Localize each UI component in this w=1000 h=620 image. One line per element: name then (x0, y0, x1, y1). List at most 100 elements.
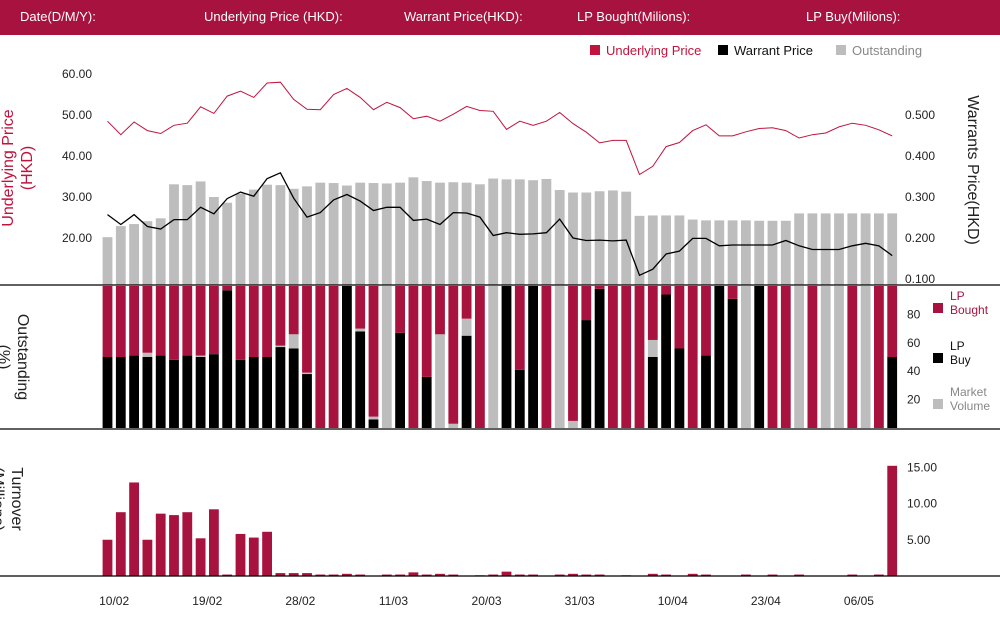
turnover-bar (701, 574, 711, 576)
lp-bought-bar (674, 286, 685, 349)
lp-bought-bar (129, 286, 139, 356)
lp-bought-bar (155, 286, 166, 356)
lp-buy-bar (501, 286, 512, 428)
lp-buy-bar (222, 290, 233, 428)
lp-bought-bar (687, 286, 698, 428)
market-volume-bar (554, 286, 565, 428)
turnover-axis-tick-label: 15.00 (907, 460, 937, 474)
lp-buy-bar (195, 357, 206, 428)
lp-buy-bar (302, 374, 312, 428)
lp-bought-bar (115, 286, 126, 357)
legend-lp-buy-label: Buy (950, 353, 971, 367)
underlying-axis-tick-label: 50.00 (62, 108, 92, 122)
lp-buy-bar (129, 355, 139, 428)
outstanding-axis-label-group: Outstanding(%) (0, 314, 31, 400)
outstanding-bar (488, 178, 499, 285)
lp-bought-bar (847, 286, 858, 428)
lp-bought-bar (634, 286, 645, 428)
outstanding-bar (847, 213, 858, 285)
date-axis-tick-label: 20/03 (472, 594, 502, 608)
lp-bought-bar (435, 286, 445, 335)
outstanding-bar (794, 213, 804, 285)
turnover-bar (887, 465, 898, 576)
outstanding-bar (115, 226, 126, 285)
lp-buy-bar (727, 298, 738, 428)
outstanding-bar (727, 220, 738, 285)
outstanding-bar (315, 182, 326, 285)
date-axis-tick-label: 23/04 (751, 594, 781, 608)
lp-buy-bar (262, 357, 272, 428)
warrant-axis-tick-label: 0.200 (905, 231, 935, 245)
lp-bought-bar (727, 286, 738, 299)
lp-buy-bar (368, 419, 379, 428)
warrant-axis-tick-label: 0.500 (905, 108, 935, 122)
outstanding-bar (554, 190, 565, 285)
market-volume-bar (488, 286, 499, 428)
lp-bought-bar (142, 286, 153, 353)
lp-buy-bar (182, 355, 193, 428)
turnover-bar (209, 509, 219, 576)
date-axis-tick-label: 28/02 (285, 594, 315, 608)
turnover-bar (514, 574, 525, 576)
outstanding-axis-tick-label: 80 (907, 307, 921, 321)
lp-bought-bar (328, 286, 339, 428)
turnover-bar (155, 513, 166, 576)
turnover-bar (767, 574, 778, 576)
turnover-bar (102, 539, 113, 576)
lp-bought-bar (647, 286, 658, 340)
lp-buy-bar (514, 369, 525, 428)
outstanding-axis-tick-label: 60 (907, 336, 921, 350)
warrant-axis-label: Warrants Price(HKD) (964, 95, 981, 245)
warrant-price-line (107, 171, 893, 277)
lp-bought-bar (195, 286, 206, 356)
turnover-bar (794, 574, 804, 576)
turnover-bar (395, 574, 405, 576)
outstanding-bar (514, 179, 525, 285)
lp-bought-bar (262, 286, 272, 357)
lp-bought-bar (222, 286, 233, 291)
outstanding-bar (741, 220, 751, 285)
turnover-bar (381, 574, 392, 576)
legend-underlying-swatch (590, 45, 600, 55)
turnover-bar (421, 574, 432, 576)
turnover-bar (262, 531, 272, 576)
legend-underlying-label: Underlying Price (606, 43, 701, 58)
outstanding-bar (647, 215, 658, 285)
lp-buy-bar (355, 331, 366, 428)
outstanding-bar (129, 224, 139, 285)
turnover-bar (647, 573, 658, 576)
lp-bought-label: LP Bought(Milions): (577, 9, 691, 24)
turnover-bar (248, 537, 259, 576)
underlying-axis-tick-label: 60.00 (62, 67, 92, 81)
lp-buy-bar (169, 359, 179, 428)
lp-buy-bar (155, 355, 166, 428)
turnover-bar (222, 574, 233, 576)
turnover-bar (594, 574, 605, 576)
lp-bought-bar (248, 286, 259, 357)
turnover-bar (554, 574, 565, 576)
outstanding-bar (275, 185, 286, 285)
underlying-axis-tick-label: 20.00 (62, 231, 92, 245)
outstanding-axis-tick-label: 20 (907, 393, 921, 407)
lp-bought-bar (275, 286, 286, 346)
turnover-bar (661, 574, 671, 576)
lp-bought-bar (767, 286, 778, 428)
market-volume-bar (435, 334, 445, 428)
turnover-bar (435, 573, 445, 576)
turnover-bar (182, 512, 193, 576)
lp-buy-bar (528, 286, 538, 428)
turnover-bar (741, 574, 751, 576)
market-volume-bar (647, 339, 658, 357)
outstanding-bar (754, 220, 765, 285)
outstanding-bar (687, 219, 698, 285)
outstanding-bar (222, 202, 233, 285)
outstanding-bar (248, 189, 259, 285)
lp-bought-bar (887, 286, 898, 357)
outstanding-bar (581, 192, 592, 285)
turnover-axis-tick-label: 10.00 (907, 497, 937, 511)
lp-buy-bar (102, 357, 113, 428)
outstanding-bar (395, 182, 405, 285)
lp-buy-bar (674, 348, 685, 428)
outstanding-bar (368, 183, 379, 285)
lp-buy-bar (714, 286, 725, 428)
